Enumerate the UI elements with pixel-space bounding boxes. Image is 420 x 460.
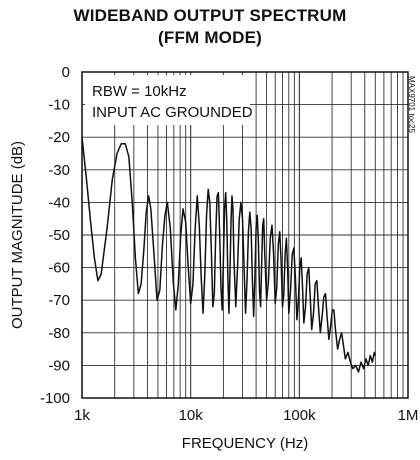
y-tick-label: -80 bbox=[48, 325, 70, 342]
y-tick-label: -60 bbox=[48, 260, 70, 277]
y-tick-label: -50 bbox=[48, 227, 70, 244]
y-tick-label: -40 bbox=[48, 194, 70, 211]
x-tick-label: 1M bbox=[398, 407, 419, 424]
y-tick-label: -30 bbox=[48, 162, 70, 179]
series-line bbox=[81, 137, 377, 373]
y-axis-ticks: 0 -10 -20 -30 -40 -50 -60 -70 -80 -90 -100 bbox=[40, 64, 70, 407]
annotation-rbw: RBW = 10kHz bbox=[92, 83, 187, 100]
chart-title-line-2: (FFM MODE) bbox=[158, 28, 262, 47]
x-tick-label: 100k bbox=[283, 407, 316, 424]
reference-code: MAX9701 toc25 bbox=[407, 76, 416, 133]
y-tick-label: 0 bbox=[62, 64, 70, 81]
annotation-box: RBW = 10kHz INPUT AC GROUNDED bbox=[85, 75, 253, 125]
y-tick-label: -70 bbox=[48, 292, 70, 309]
chart-title-line-1: WIDEBAND OUTPUT SPECTRUM bbox=[73, 6, 347, 25]
x-tick-label: 10k bbox=[179, 407, 204, 424]
x-axis-label: FREQUENCY (Hz) bbox=[182, 435, 308, 452]
y-tick-label: -20 bbox=[48, 129, 70, 146]
x-tick-label: 1k bbox=[74, 407, 90, 424]
y-tick-label: -10 bbox=[48, 97, 70, 114]
y-axis-label: OUTPUT MAGNITUDE (dB) bbox=[9, 141, 26, 329]
plot-frame bbox=[81, 71, 409, 399]
y-tick-label: -100 bbox=[40, 390, 70, 407]
y-tick-label: -90 bbox=[48, 357, 70, 374]
annotation-input: INPUT AC GROUNDED bbox=[92, 104, 253, 121]
x-axis-ticks: 1k 10k 100k 1M bbox=[74, 407, 418, 424]
